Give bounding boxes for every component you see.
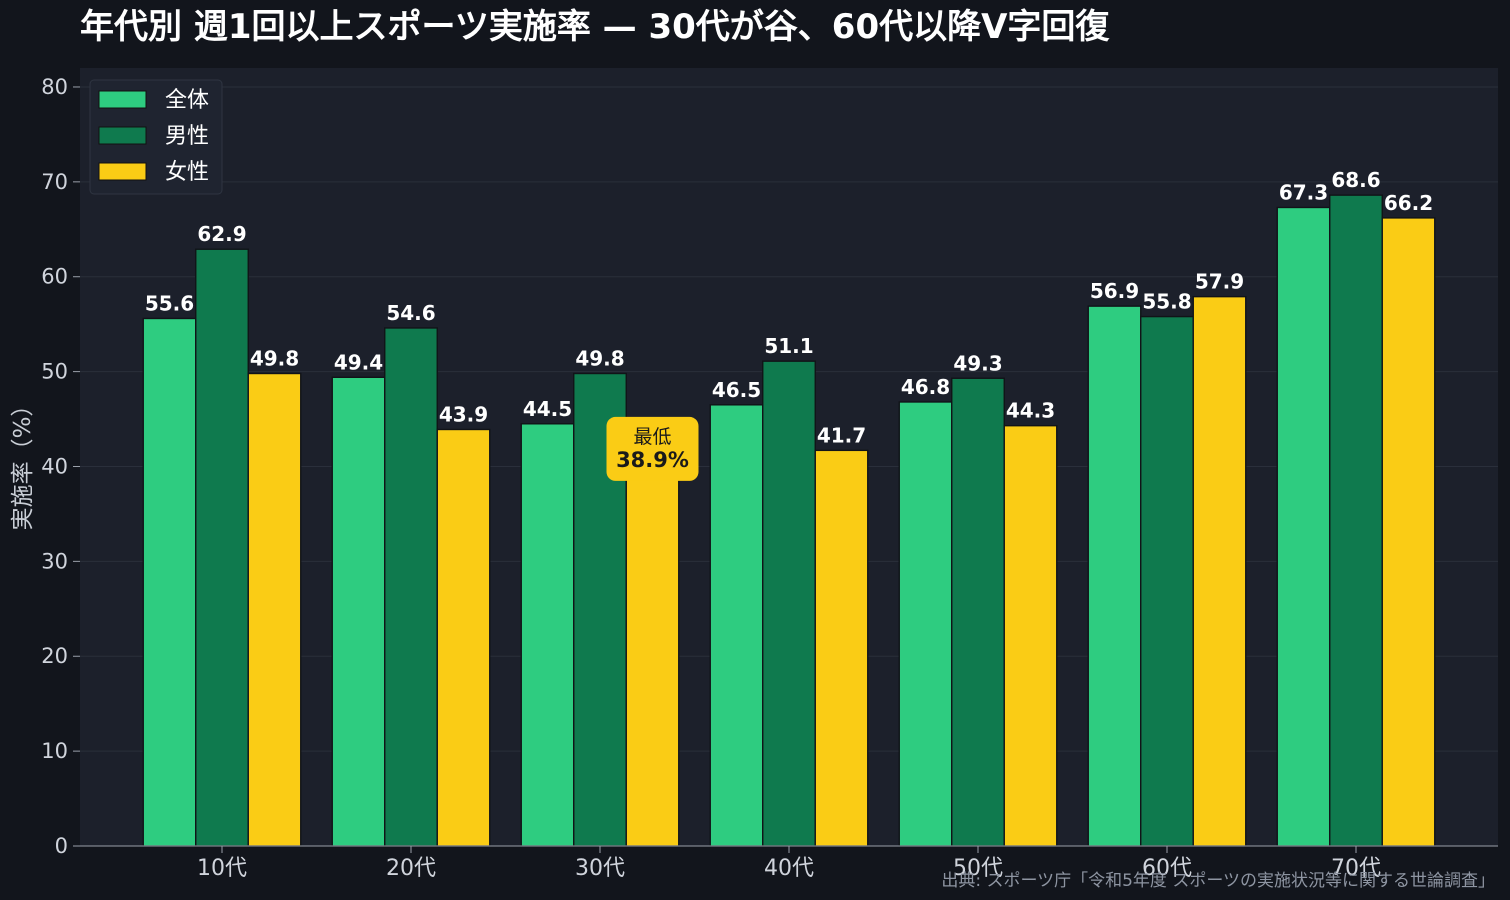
bar-female (247, 372, 302, 847)
data-label-all: 46.5 (712, 378, 761, 402)
source-note: 出典: スポーツ庁「令和5年度 スポーツの実施状況等に関する世論調査」 (941, 871, 1495, 891)
bars (142, 194, 1436, 847)
legend-label-female: 女性 (165, 160, 209, 185)
legend-swatch-all (98, 90, 147, 109)
bar-male (951, 377, 1005, 847)
bar-all (1087, 305, 1142, 847)
bar-female (436, 428, 491, 847)
data-label-male: 54.6 (386, 301, 435, 325)
bar-female (814, 449, 869, 847)
data-label-male: 68.6 (1331, 168, 1380, 192)
data-label-all: 67.3 (1279, 180, 1328, 204)
data-label-female: 49.8 (250, 347, 299, 371)
legend-swatch-female (98, 162, 147, 181)
data-label-female: 44.3 (1006, 399, 1055, 423)
data-label-all: 46.8 (901, 375, 950, 399)
legend-label-all: 全体 (165, 88, 209, 113)
bar-all (331, 376, 386, 847)
bar-male (1140, 315, 1194, 847)
x-tick-label: 10代 (197, 856, 247, 881)
annotation-box (606, 416, 699, 481)
data-label-female: 57.9 (1195, 270, 1244, 294)
legend-swatch-male (98, 126, 147, 145)
annotation-value: 38.9% (616, 448, 689, 472)
y-tick-label: 30 (41, 549, 68, 573)
x-tick-label: 40代 (764, 856, 814, 881)
x-tick-label: 20代 (386, 856, 436, 881)
data-label-female: 43.9 (439, 402, 488, 426)
y-tick-label: 80 (41, 75, 68, 99)
y-axis-label: 実施率（%） (10, 394, 36, 531)
data-label-male: 51.1 (764, 334, 813, 358)
data-label-all: 44.5 (523, 397, 572, 421)
chart-title: 年代別 週1回以上スポーツ実施率 — 30代が谷、60代以降V字回復 (80, 7, 1110, 47)
x-tick-label: 50代 (953, 856, 1003, 881)
bar-all (142, 317, 197, 847)
y-tick-label: 50 (41, 360, 68, 384)
bar-male (1329, 194, 1383, 847)
data-label-female: 66.2 (1384, 191, 1433, 215)
data-label-male: 49.3 (953, 351, 1002, 375)
y-tick-label: 0 (55, 834, 68, 858)
bar-female (1381, 217, 1436, 847)
bar-female (1003, 424, 1058, 847)
bar-all (520, 423, 575, 847)
bar-male (195, 248, 249, 847)
annotation-label: 最低 (633, 426, 671, 448)
x-tick-label: 70代 (1331, 856, 1381, 881)
data-label-female: 41.7 (817, 423, 866, 447)
bar-female (1192, 295, 1247, 847)
bar-all (709, 404, 764, 847)
legend: 全体 男性 女性 (89, 79, 223, 195)
data-labels: 55.662.949.849.454.643.944.549.838.946.5… (145, 168, 1433, 474)
bar-all (1276, 206, 1331, 847)
x-tick-label: 60代 (1142, 856, 1192, 881)
legend-label-male: 男性 (165, 124, 209, 149)
x-tick-label: 30代 (575, 856, 625, 881)
minimum-annotation: 最低 38.9% (606, 416, 699, 481)
y-tick-label: 20 (41, 644, 68, 668)
y-tick-label: 40 (41, 454, 68, 478)
data-label-male: 55.8 (1142, 290, 1191, 314)
axes: 0 10 20 30 40 50 60 70 80 10代 20代 30代 40代 50代 60代 70代 (41, 75, 1498, 881)
bar-all (898, 401, 953, 847)
bar-male (384, 327, 438, 847)
y-tick-label: 70 (41, 170, 68, 194)
y-tick-label: 10 (41, 739, 68, 763)
bar-male (762, 360, 816, 847)
y-tick-label: 60 (41, 265, 68, 289)
bar-female (625, 476, 680, 847)
data-label-all: 56.9 (1090, 279, 1139, 303)
data-label-male: 49.8 (575, 347, 624, 371)
data-label-male: 62.9 (197, 222, 246, 246)
data-label-all: 49.4 (334, 350, 383, 374)
data-label-all: 55.6 (145, 291, 194, 315)
